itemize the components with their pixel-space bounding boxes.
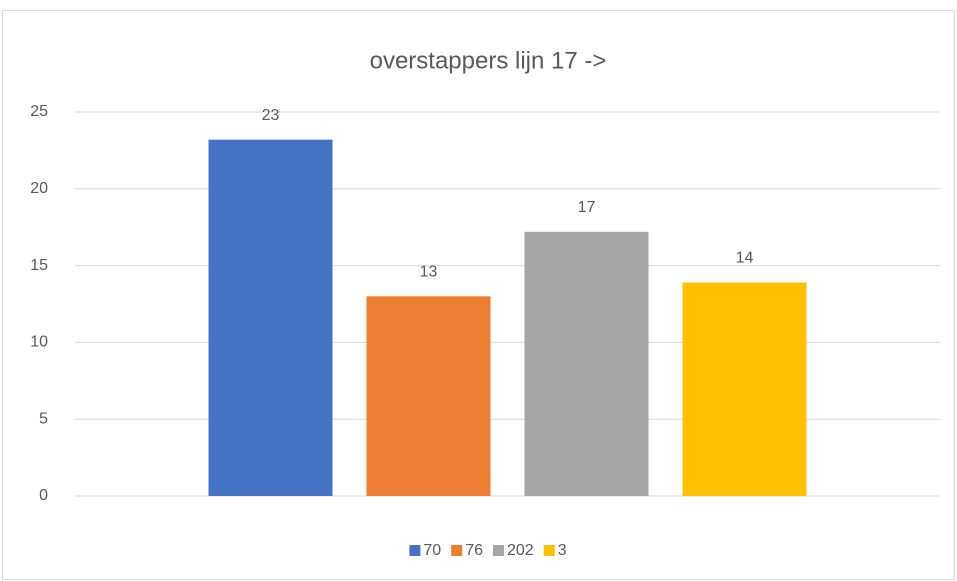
y-tick-label: 15 xyxy=(30,257,48,274)
data-label: 14 xyxy=(736,250,754,267)
y-tick-label: 20 xyxy=(30,180,48,197)
legend-swatch xyxy=(409,545,421,556)
y-tick-label: 10 xyxy=(30,334,48,351)
y-tick-label: 5 xyxy=(39,410,48,427)
bar xyxy=(208,139,333,496)
data-label: 13 xyxy=(420,264,438,281)
legend-swatch xyxy=(543,545,555,556)
bar xyxy=(682,282,807,496)
y-tick-label: 0 xyxy=(39,487,48,504)
bar xyxy=(524,231,649,497)
legend-label: 202 xyxy=(507,542,534,559)
legend-label: 70 xyxy=(423,542,441,559)
legend-label: 76 xyxy=(465,542,483,559)
data-label: 23 xyxy=(262,107,280,124)
data-label: 17 xyxy=(578,199,596,216)
bar xyxy=(366,296,491,496)
y-tick-label: 25 xyxy=(30,103,48,120)
legend-label: 3 xyxy=(558,542,567,559)
chart-title: overstappers lijn 17 -> xyxy=(370,47,607,74)
legend-swatch xyxy=(451,545,463,556)
legend-swatch xyxy=(492,545,504,556)
